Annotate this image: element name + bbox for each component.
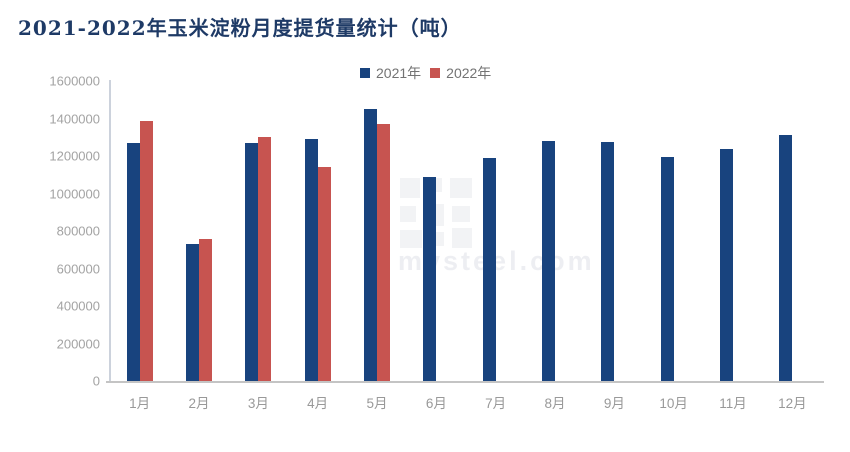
x-tick-label-2月: 2月 bbox=[188, 396, 210, 411]
watermark-qr-block bbox=[452, 206, 470, 222]
x-axis-line bbox=[106, 381, 824, 383]
bar-2022年-3月 bbox=[258, 137, 272, 381]
watermark-qr-block bbox=[450, 178, 472, 198]
legend-label-2021: 2021年 bbox=[376, 65, 422, 81]
bar-2021年-6月 bbox=[423, 176, 437, 381]
y-axis-line bbox=[109, 80, 111, 382]
bar-2022年-5月 bbox=[377, 124, 390, 381]
legend-item-2021: 2021年 bbox=[360, 63, 421, 83]
bar-2022年-1月 bbox=[139, 121, 153, 381]
x-tick-label-11月: 11月 bbox=[719, 396, 747, 411]
bar-2021年-1月 bbox=[126, 142, 140, 381]
bar-2021年-5月 bbox=[364, 109, 377, 381]
x-tick-label-6月: 6月 bbox=[425, 396, 447, 411]
y-tick-label-1000000: 1000000 bbox=[49, 186, 100, 201]
bar-2021年-9月 bbox=[601, 141, 615, 381]
watermark-qr-block bbox=[452, 228, 472, 248]
watermark-qr-block bbox=[400, 230, 422, 248]
legend-label-2022: 2022年 bbox=[446, 65, 492, 81]
x-tick-label-1月: 1月 bbox=[129, 396, 151, 411]
bar-2021年-10月 bbox=[660, 156, 674, 381]
y-tick-label-1600000: 1600000 bbox=[49, 73, 100, 89]
legend-swatch-2021-icon bbox=[360, 68, 370, 78]
legend-item-2022: 2022年 bbox=[430, 63, 491, 83]
bar-2021年-11月 bbox=[720, 149, 733, 381]
y-tick-label-0: 0 bbox=[92, 373, 100, 389]
chart-legend: 2021年 2022年 bbox=[360, 65, 491, 81]
bar-2021年-8月 bbox=[542, 141, 555, 381]
x-tick-label-8月: 8月 bbox=[544, 396, 566, 411]
bar-2022年-4月 bbox=[317, 167, 331, 381]
y-tick-label-200000: 200000 bbox=[56, 336, 100, 351]
watermark-qr-block bbox=[400, 178, 420, 198]
y-tick-label-1200000: 1200000 bbox=[49, 148, 100, 164]
x-tick-label-9月: 9月 bbox=[603, 396, 625, 411]
bar-2021年-12月 bbox=[779, 135, 793, 381]
x-tick-label-5月: 5月 bbox=[366, 396, 388, 411]
x-tick-label-10月: 10月 bbox=[659, 396, 688, 411]
chart-title: 2021-2022年玉米淀粉月度提货量统计（吨） bbox=[18, 16, 462, 40]
x-tick-label-12月: 12月 bbox=[778, 396, 807, 411]
y-tick-label-1400000: 1400000 bbox=[49, 111, 100, 126]
bar-2021年-7月 bbox=[482, 157, 496, 381]
bar-2022年-2月 bbox=[199, 238, 212, 381]
y-tick-label-800000: 800000 bbox=[56, 223, 100, 239]
bar-2021年-2月 bbox=[186, 244, 199, 381]
x-tick-label-7月: 7月 bbox=[485, 396, 507, 411]
x-tick-label-3月: 3月 bbox=[247, 396, 269, 411]
watermark-qr-block bbox=[400, 206, 416, 222]
y-tick-label-600000: 600000 bbox=[56, 261, 100, 276]
legend-swatch-2022-icon bbox=[430, 68, 441, 78]
y-tick-label-400000: 400000 bbox=[56, 298, 100, 314]
x-tick-label-4月: 4月 bbox=[307, 396, 329, 411]
bar-2021年-3月 bbox=[245, 142, 259, 381]
bar-2021年-4月 bbox=[304, 139, 318, 381]
